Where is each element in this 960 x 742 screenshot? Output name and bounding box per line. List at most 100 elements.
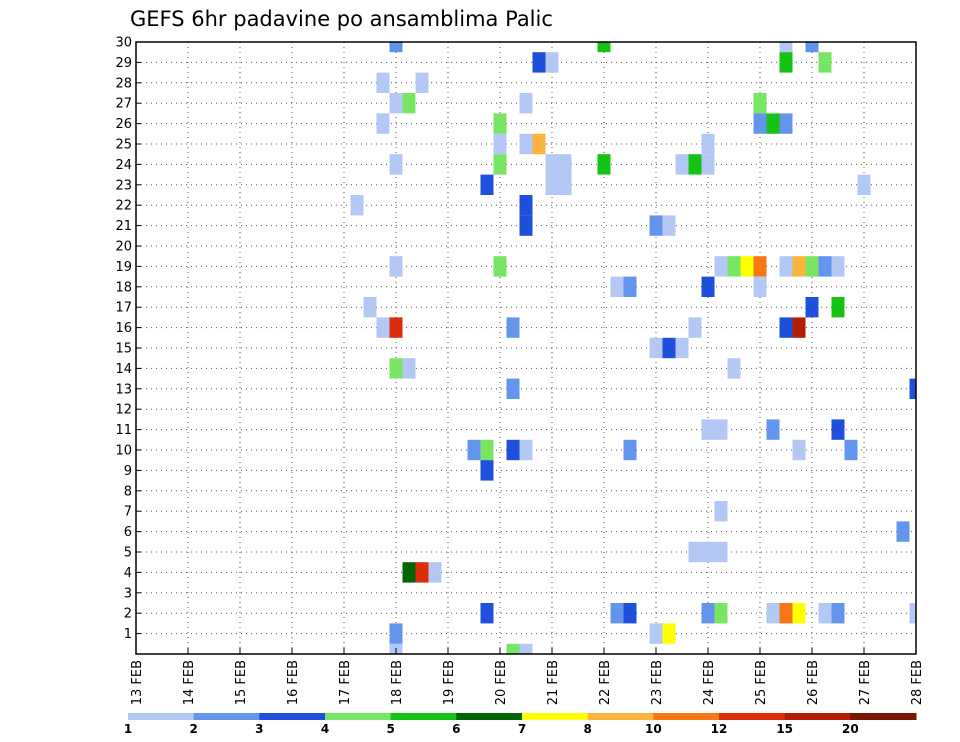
precipitation-cell xyxy=(701,603,715,624)
y-tick-label: 29 xyxy=(115,56,132,71)
legend-label: 3 xyxy=(255,722,263,736)
legend-color-swatch xyxy=(193,713,260,720)
precipitation-cell xyxy=(792,317,806,338)
y-tick-label: 3 xyxy=(124,586,132,601)
precipitation-cell xyxy=(480,460,494,481)
legend-color-swatch xyxy=(390,713,457,720)
legend-color-swatch xyxy=(719,713,786,720)
x-tick-label: 19 FEB xyxy=(442,660,457,705)
legend-label: 12 xyxy=(711,722,728,736)
precipitation-cell xyxy=(753,113,767,134)
x-tick-label: 27 FEB xyxy=(858,660,873,705)
precipitation-cell xyxy=(688,541,702,563)
precipitation-cell xyxy=(623,276,637,297)
legend-color-swatch xyxy=(784,713,851,720)
precipitation-cell xyxy=(753,93,767,114)
legend-label: 10 xyxy=(645,722,662,736)
precipitation-cells xyxy=(350,42,916,654)
precipitation-cell xyxy=(402,93,416,114)
precipitation-cell xyxy=(415,72,429,93)
precipitation-cell xyxy=(402,358,416,379)
precipitation-cell xyxy=(545,52,559,73)
x-tick-label: 21 FEB xyxy=(546,660,561,705)
x-tick-label: 24 FEB xyxy=(702,660,717,705)
precipitation-cell xyxy=(766,113,780,134)
y-tick-label: 11 xyxy=(115,423,132,438)
legend-label: 1 xyxy=(124,722,132,736)
precipitation-cell xyxy=(701,133,715,155)
precipitation-cell xyxy=(701,419,715,440)
x-tick-label: 17 FEB xyxy=(338,660,353,705)
precipitation-cell xyxy=(714,603,728,624)
precipitation-cell xyxy=(818,603,832,624)
y-tick-label: 5 xyxy=(124,546,132,561)
precipitation-cell xyxy=(701,154,715,175)
y-tick-label: 15 xyxy=(115,342,132,357)
precipitation-cell xyxy=(389,93,403,114)
precipitation-cell xyxy=(896,521,910,542)
precipitation-cell xyxy=(506,439,520,461)
x-tick-label: 20 FEB xyxy=(494,660,509,705)
precipitation-cell xyxy=(610,603,624,624)
precipitation-cell xyxy=(792,603,806,624)
precipitation-cell xyxy=(766,603,780,624)
precipitation-cell xyxy=(389,256,403,277)
y-tick-label: 17 xyxy=(115,301,132,316)
y-tick-label: 1 xyxy=(124,627,132,642)
precipitation-cell xyxy=(506,317,520,338)
precipitation-cell xyxy=(389,154,403,175)
precipitation-cell xyxy=(688,154,702,175)
legend-color-swatch xyxy=(128,713,195,720)
precipitation-cell xyxy=(805,297,819,318)
precipitation-cell xyxy=(480,174,494,195)
precipitation-cell xyxy=(519,195,533,216)
precipitation-cell xyxy=(675,154,689,175)
precipitation-cell xyxy=(545,154,559,175)
x-tick-label: 23 FEB xyxy=(650,660,665,705)
y-tick-label: 10 xyxy=(115,444,132,459)
precipitation-cell xyxy=(389,42,403,53)
precipitation-cell xyxy=(467,439,481,461)
precipitation-cell xyxy=(909,603,916,624)
y-tick-label: 8 xyxy=(124,484,132,499)
legend-color-swatch xyxy=(850,713,917,720)
x-axis-ticks: 13 FEB 14 FEB 15 FEB 16 FEB 17 FEB 18 FEB 19 F… xyxy=(130,648,925,705)
y-tick-label: 7 xyxy=(124,505,132,520)
precipitation-cell xyxy=(714,541,728,563)
precipitation-cell xyxy=(805,256,819,277)
precipitation-cell xyxy=(818,52,832,73)
precipitation-cell xyxy=(857,174,871,195)
precipitation-cell xyxy=(831,256,845,277)
precipitation-cell xyxy=(909,378,916,399)
precipitation-cell xyxy=(376,113,390,134)
precipitation-cell xyxy=(519,93,533,114)
precipitation-cell xyxy=(688,317,702,338)
legend-label: 5 xyxy=(386,722,394,736)
y-tick-label: 14 xyxy=(115,362,132,377)
legend-color-swatch xyxy=(653,713,720,720)
precipitation-cell xyxy=(558,174,572,195)
y-tick-label: 21 xyxy=(115,219,132,234)
precipitation-cell xyxy=(610,276,624,297)
precipitation-cell xyxy=(493,256,507,277)
precipitation-cell xyxy=(714,419,728,440)
y-tick-label: 6 xyxy=(124,525,132,540)
precipitation-cell xyxy=(701,541,715,563)
precipitation-cell xyxy=(649,215,663,236)
y-tick-label: 4 xyxy=(124,566,132,581)
precipitation-cell xyxy=(831,297,845,318)
y-tick-label: 23 xyxy=(115,178,132,193)
precipitation-cell xyxy=(649,337,663,359)
precipitation-cell xyxy=(831,603,845,624)
precipitation-cell xyxy=(662,337,676,359)
legend-color-swatch xyxy=(456,713,523,720)
y-tick-label: 22 xyxy=(115,199,132,214)
precipitation-cell xyxy=(727,358,741,379)
legend-color-swatch xyxy=(259,713,326,720)
precipitation-cell xyxy=(597,154,611,175)
y-tick-label: 24 xyxy=(115,158,132,173)
x-tick-label: 15 FEB xyxy=(234,660,249,705)
precipitation-cell xyxy=(792,439,806,461)
legend-label: 6 xyxy=(452,722,460,736)
